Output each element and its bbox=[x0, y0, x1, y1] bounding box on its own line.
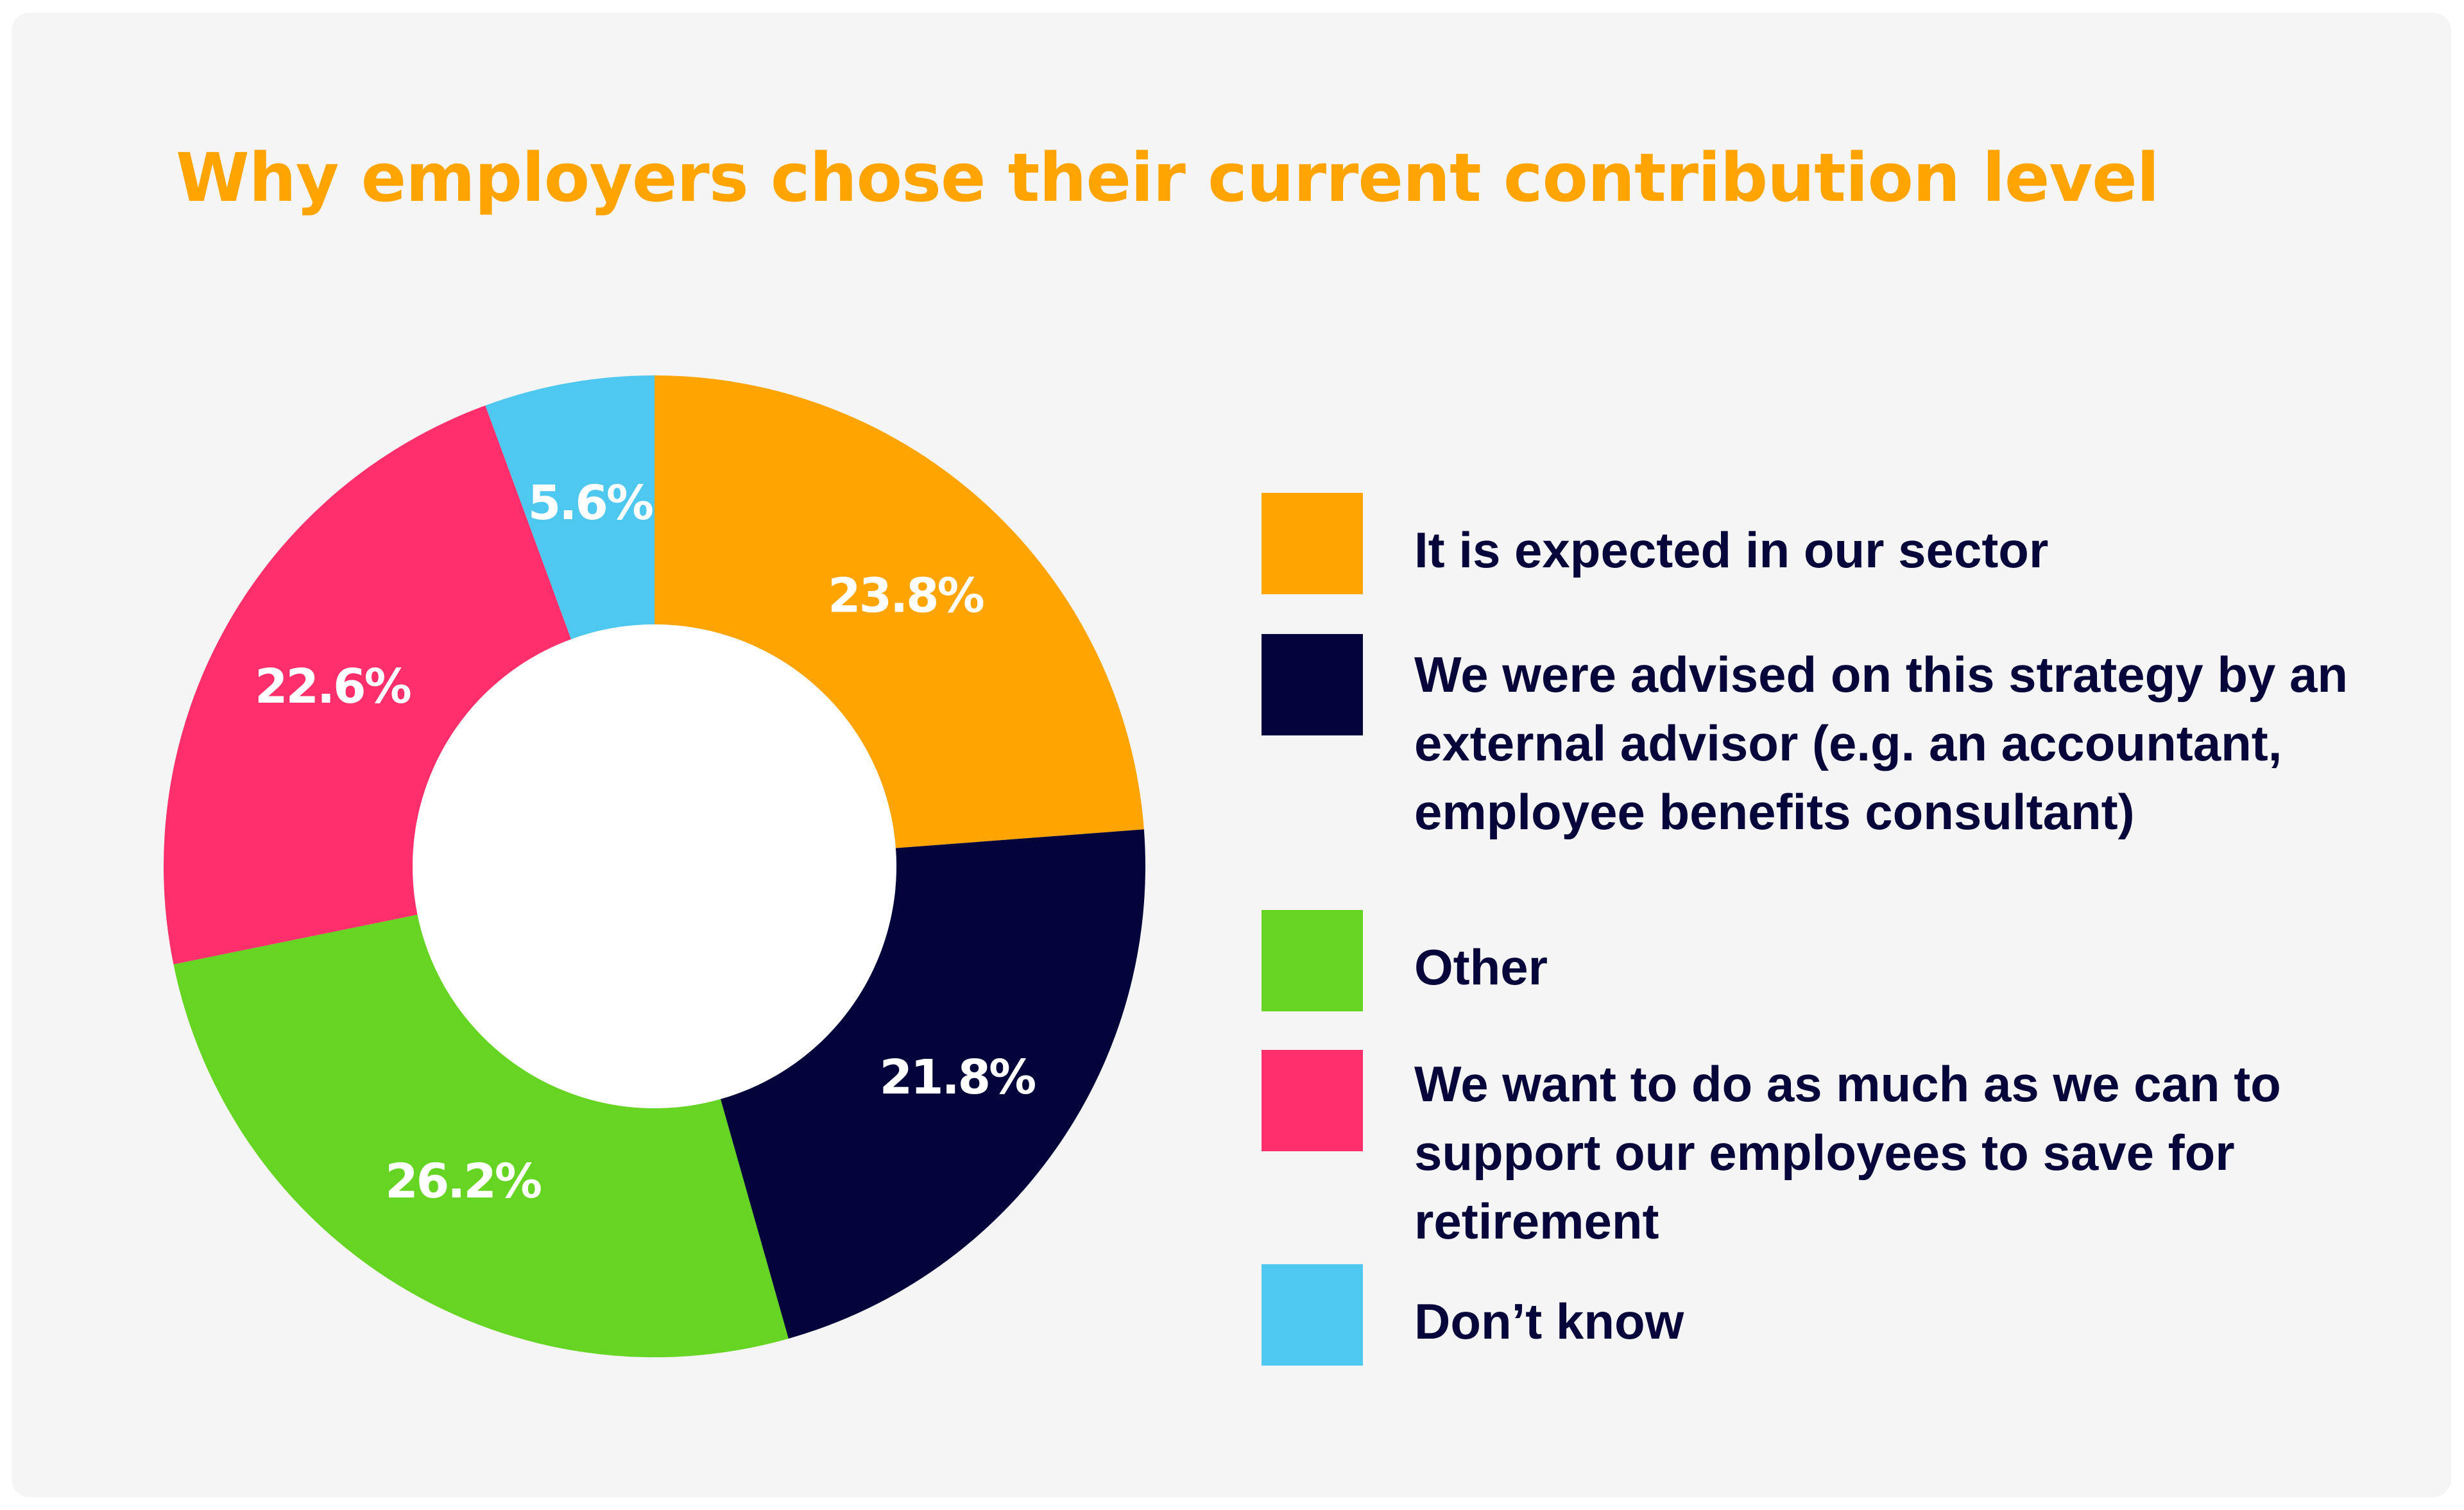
donut-slice-0 bbox=[654, 375, 1144, 848]
legend-item-support-employees: We want to do as much as we can to suppo… bbox=[1262, 1050, 2352, 1264]
chart-legend: It is expected in our sector We were adv… bbox=[1262, 493, 2352, 1366]
donut-slice-1 bbox=[720, 829, 1146, 1339]
slice-value-label-4: 5.6% bbox=[528, 476, 653, 531]
legend-item-external-advisor: We were advised on this strategy by an e… bbox=[1262, 634, 2352, 910]
legend-label: We want to do as much as we can to suppo… bbox=[1414, 1056, 2281, 1249]
legend-item-other: Other bbox=[1262, 910, 2352, 1050]
chart-card: Why employers chose their current contri… bbox=[12, 13, 2451, 1497]
legend-label: Don’t know bbox=[1414, 1293, 1684, 1350]
slice-value-label-0: 23.8% bbox=[828, 568, 984, 623]
legend-swatch-blue bbox=[1262, 1264, 1363, 1366]
legend-label: Other bbox=[1414, 939, 1548, 995]
legend-swatch-green bbox=[1262, 910, 1363, 1011]
slice-value-label-2: 26.2% bbox=[385, 1154, 541, 1209]
donut-chart: 23.8% 21.8% 26.2% 22.6% 5.6% bbox=[164, 375, 1146, 1357]
donut-slice-2 bbox=[173, 914, 789, 1357]
slice-value-label-3: 22.6% bbox=[255, 659, 411, 714]
legend-swatch-pink bbox=[1262, 1050, 1363, 1151]
slice-value-label-1: 21.8% bbox=[880, 1050, 1036, 1105]
legend-item-expected-in-sector: It is expected in our sector bbox=[1262, 493, 2352, 634]
legend-label: It is expected in our sector bbox=[1414, 522, 2049, 578]
donut-slice-3 bbox=[164, 405, 572, 965]
legend-label: We were advised on this strategy by an e… bbox=[1414, 646, 2348, 840]
chart-title: Why employers chose their current contri… bbox=[176, 139, 2159, 217]
donut-slice-4 bbox=[485, 375, 654, 640]
legend-swatch-navy bbox=[1262, 634, 1363, 735]
donut-hole bbox=[413, 624, 896, 1108]
legend-swatch-orange bbox=[1262, 493, 1363, 594]
legend-item-dont-know: Don’t know bbox=[1262, 1264, 2352, 1366]
